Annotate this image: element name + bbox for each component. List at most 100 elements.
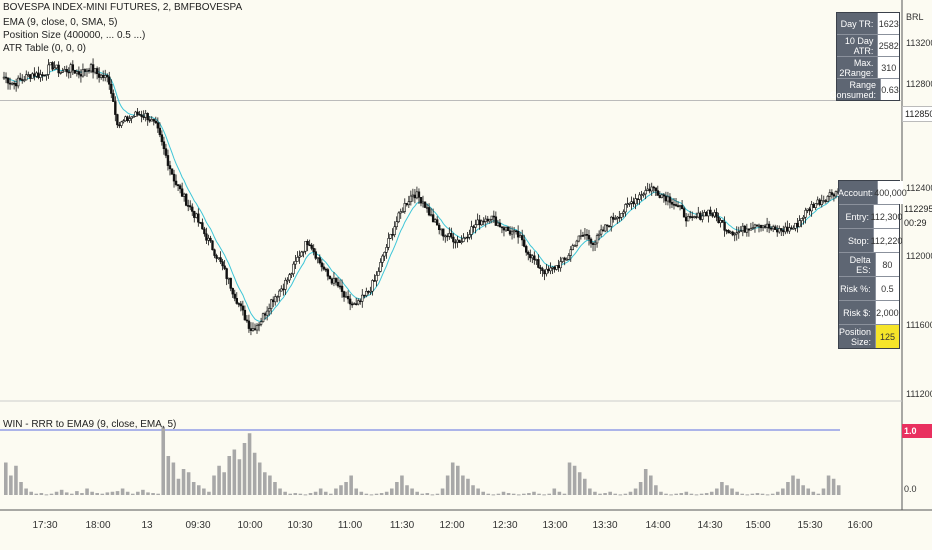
candle-body — [721, 220, 724, 223]
atr-row: 10 Day ATR: 2582 — [837, 34, 899, 56]
candle-body — [735, 232, 738, 235]
candle-body — [33, 73, 36, 77]
indicator-bar — [562, 493, 567, 495]
candle-body — [87, 69, 91, 72]
candle-body — [769, 227, 773, 230]
indicator-bar — [628, 491, 633, 495]
candle-body — [136, 111, 139, 115]
candle-body — [650, 186, 653, 192]
price-tick: 112400 — [906, 183, 932, 193]
candle-body — [51, 62, 54, 70]
indicator-bar — [699, 493, 704, 495]
indicator-bar — [24, 488, 28, 495]
candle-body — [371, 280, 374, 292]
candle-body — [306, 240, 309, 246]
candle-body — [263, 313, 267, 316]
candle-body — [701, 215, 704, 220]
ema-legend[interactable]: EMA (9, close, 0, SMA, 5) — [3, 17, 118, 28]
candle-body — [184, 193, 188, 206]
indicator-bar — [552, 488, 557, 495]
candle-body — [249, 328, 253, 331]
candle-body — [774, 226, 777, 230]
indicator-bar — [689, 493, 694, 495]
candle-body — [389, 234, 392, 239]
indicator-bar — [329, 493, 333, 495]
indicator-bar — [44, 494, 49, 496]
position-label: Account: — [838, 181, 878, 204]
indicator-bar — [186, 472, 191, 495]
indicator-bar — [105, 492, 110, 495]
price-tick: 111200 — [906, 389, 932, 399]
candle-body — [298, 255, 301, 258]
candle-body — [545, 268, 548, 275]
indicator-bar — [816, 493, 821, 495]
candle-body — [516, 231, 520, 238]
indicator-bar — [263, 472, 267, 495]
candle-body — [397, 212, 400, 222]
candle-body — [583, 234, 587, 236]
indicator-bar — [278, 488, 282, 495]
candle-body — [790, 227, 793, 230]
candle-body — [403, 203, 406, 212]
indicator-bar — [268, 475, 272, 495]
position-value: 0.5 — [875, 277, 899, 300]
candle-body — [733, 233, 736, 236]
candle-body — [425, 207, 429, 209]
candle-body — [559, 261, 562, 269]
indicator-legend[interactable]: WIN - RRR to EMA9 (9, close, EMA, 5) — [3, 419, 177, 430]
ema-line — [3, 68, 843, 322]
candle-body — [286, 279, 289, 282]
candle-body — [498, 222, 502, 228]
indicator-bar — [85, 488, 89, 495]
candle-body — [709, 209, 712, 214]
candle-body — [122, 120, 125, 123]
candle-body — [189, 205, 192, 208]
indicator-bar — [29, 491, 33, 495]
candle-body — [707, 209, 710, 217]
candle-body — [751, 227, 755, 229]
candle-body — [693, 216, 696, 218]
position-row: Entry: 112,300 — [839, 204, 902, 228]
candle-body — [800, 218, 803, 221]
indicator-bar — [750, 493, 755, 495]
candle-body — [63, 69, 66, 72]
candle-body — [8, 82, 12, 85]
candle-body — [201, 222, 204, 230]
candle-body — [300, 251, 303, 257]
position-label: Delta ES: — [839, 253, 876, 276]
candle-body — [91, 64, 95, 73]
candle-body — [577, 235, 581, 242]
candle-body — [518, 235, 522, 238]
indicator-bar — [125, 491, 130, 495]
candle-body — [456, 239, 459, 243]
candle-body — [150, 119, 153, 122]
position-row: Stop: 112,220 — [839, 228, 902, 252]
symbol-legend[interactable]: BOVESPA INDEX-MINI FUTURES, 2, BMFBOVESP… — [3, 2, 243, 13]
candle-body — [644, 190, 647, 195]
position-value: 112,300 — [871, 205, 902, 228]
indicator-bar — [14, 465, 18, 495]
candle-body — [116, 114, 119, 126]
candle-body — [830, 192, 834, 195]
candle-body — [310, 244, 313, 249]
candle-body — [608, 225, 611, 228]
price-tick: 111600 — [906, 320, 932, 330]
indicator-bar — [659, 491, 663, 495]
candle-body — [213, 249, 216, 256]
atr-table-legend[interactable]: ATR Table (0, 0, 0) — [3, 43, 86, 54]
candle-body — [55, 64, 58, 69]
indicator-bar — [730, 488, 734, 495]
candle-body — [385, 247, 388, 253]
candle-body — [241, 305, 245, 311]
position-size-legend[interactable]: Position Size (400000, ... 0.5 ...) — [3, 30, 146, 41]
current-price-tag: 112850 — [902, 106, 932, 122]
candle-body — [666, 196, 670, 202]
indicator-bar — [354, 488, 359, 495]
candle-body — [423, 201, 427, 208]
candle-body — [468, 234, 471, 238]
candle-body — [243, 309, 247, 321]
candle-body — [85, 69, 89, 72]
indicator-bar — [715, 488, 719, 495]
candle-body — [170, 168, 174, 175]
